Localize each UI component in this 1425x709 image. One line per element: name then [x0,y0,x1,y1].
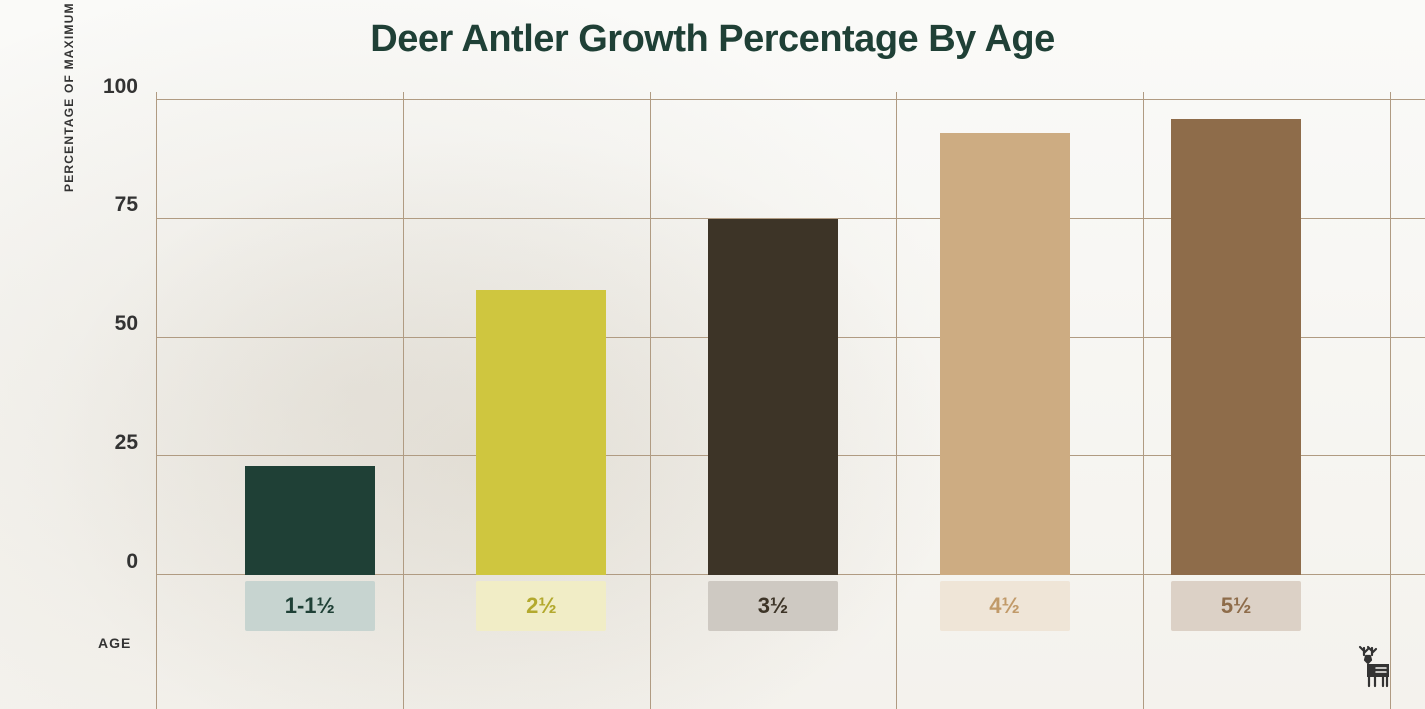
bar [245,466,375,575]
bars-container: 1-1½ 2½3½4½5½ [156,100,1390,575]
y-tick-label: 0 [126,550,138,574]
y-axis-label: PERCENTAGE OF MAXIMUM ANTLER GROWTH [62,0,76,192]
age-category-label: 3½ [708,581,838,631]
x-axis-label: AGE [98,635,131,651]
age-category-label: 2½ [476,581,606,631]
age-category-label: 1-1½ [245,581,375,631]
bar-slot: 5½ [1171,100,1301,575]
bar [476,290,606,575]
chart-title: Deer Antler Growth Percentage By Age [0,18,1425,61]
bar-slot: 4½ [940,100,1070,575]
age-category-label: 5½ [1171,581,1301,631]
chart-plot-area: 0255075100 1-1½2½3½4½5½ [156,100,1390,575]
y-tick-label: 100 [103,75,138,99]
bar [1171,119,1301,575]
y-tick-label: 25 [115,431,138,455]
bar-slot: 1-1½ [245,100,375,575]
bar-slot: 2½ [476,100,606,575]
bar-slot: 3½ [708,100,838,575]
y-tick-label: 50 [115,312,138,336]
y-tick-label: 75 [115,193,138,217]
bar [940,133,1070,575]
deer-logo-icon [1353,641,1403,691]
age-category-label: 4½ [940,581,1070,631]
bar [708,219,838,575]
